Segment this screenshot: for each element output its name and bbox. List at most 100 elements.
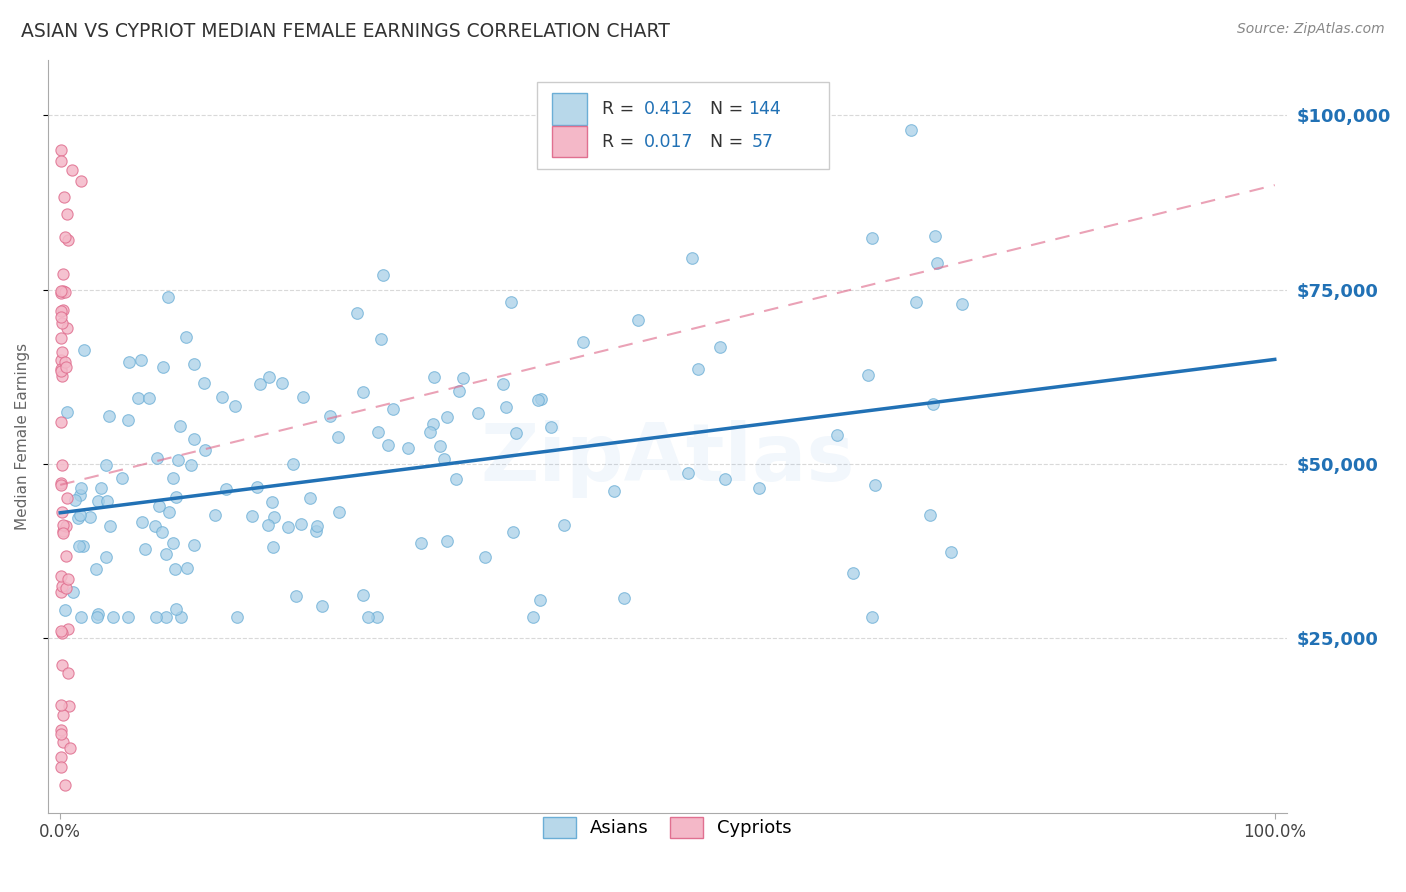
Point: [433, 451, 456, 466]
Point: [51, 458, 73, 473]
Point: [52, 734, 75, 748]
Point: [58, 699, 80, 714]
Point: [180, 458, 202, 472]
Point: [900, 123, 922, 137]
Legend: Asians, Cypriots: Asians, Cypriots: [536, 810, 799, 845]
Point: [156, 290, 179, 304]
Point: [90, 481, 112, 495]
Point: [436, 410, 458, 425]
Point: [56, 572, 79, 586]
Point: [145, 610, 167, 624]
Point: [305, 524, 328, 539]
Point: [257, 517, 280, 532]
Point: [326, 430, 349, 444]
Point: [55, 778, 77, 792]
Point: [527, 393, 550, 408]
Point: [495, 400, 517, 414]
Point: [98, 519, 121, 533]
Point: [352, 385, 374, 400]
Point: [51, 362, 73, 376]
Point: [148, 499, 170, 513]
Point: [69, 508, 91, 522]
Point: [357, 610, 380, 624]
Point: [51, 624, 73, 639]
Point: [67, 539, 90, 553]
Point: [72, 539, 94, 553]
Point: [529, 593, 551, 607]
Point: [118, 355, 141, 369]
Point: [290, 517, 312, 532]
Point: [51, 345, 73, 359]
Point: [260, 495, 283, 509]
Point: [165, 491, 187, 505]
Point: [51, 331, 73, 345]
Point: [155, 610, 177, 624]
Point: [56, 405, 79, 419]
Point: [366, 610, 388, 624]
Point: [950, 297, 973, 311]
Point: [204, 508, 226, 522]
Point: [921, 397, 943, 411]
Point: [51, 749, 73, 764]
Point: [51, 579, 73, 593]
Point: [240, 509, 263, 524]
Point: [51, 364, 73, 378]
Point: [863, 478, 886, 492]
Point: [540, 420, 562, 434]
Point: [682, 251, 704, 265]
Point: [51, 304, 73, 318]
Point: [53, 285, 76, 300]
Point: [70, 174, 93, 188]
Point: [52, 190, 75, 204]
Point: [84, 562, 107, 576]
Point: [553, 518, 575, 533]
Point: [249, 376, 271, 391]
Point: [66, 511, 89, 525]
Point: [51, 505, 73, 519]
Point: [918, 508, 941, 523]
Point: [419, 425, 441, 439]
Point: [501, 295, 523, 310]
Point: [69, 482, 91, 496]
Point: [530, 392, 553, 407]
Point: [51, 285, 73, 300]
Point: [51, 726, 73, 740]
Text: 144: 144: [748, 100, 780, 119]
Text: 57: 57: [752, 133, 773, 151]
Point: [183, 432, 205, 446]
Point: [51, 698, 73, 712]
Point: [825, 428, 848, 442]
Point: [686, 361, 709, 376]
Point: [52, 517, 75, 532]
Point: [53, 355, 76, 369]
Point: [51, 154, 73, 169]
Point: [165, 562, 187, 576]
Point: [58, 666, 80, 681]
Point: [166, 453, 188, 467]
Point: [246, 480, 269, 494]
Point: [444, 472, 467, 486]
Point: [174, 330, 197, 344]
Point: [51, 415, 73, 429]
Bar: [553, 126, 586, 158]
Point: [165, 602, 187, 616]
Point: [51, 657, 73, 672]
Point: [211, 390, 233, 404]
Point: [492, 376, 515, 391]
Point: [183, 357, 205, 371]
Point: [51, 316, 73, 330]
Point: [226, 610, 249, 624]
Point: [467, 406, 489, 420]
Point: [52, 708, 75, 723]
Point: [502, 524, 524, 539]
Point: [447, 384, 470, 399]
Point: [522, 610, 544, 624]
Point: [283, 457, 305, 471]
Point: [96, 550, 118, 565]
Point: [103, 610, 125, 624]
Point: [62, 584, 84, 599]
Point: [381, 401, 404, 416]
Point: [678, 466, 700, 480]
Point: [96, 458, 118, 472]
Point: [257, 369, 280, 384]
